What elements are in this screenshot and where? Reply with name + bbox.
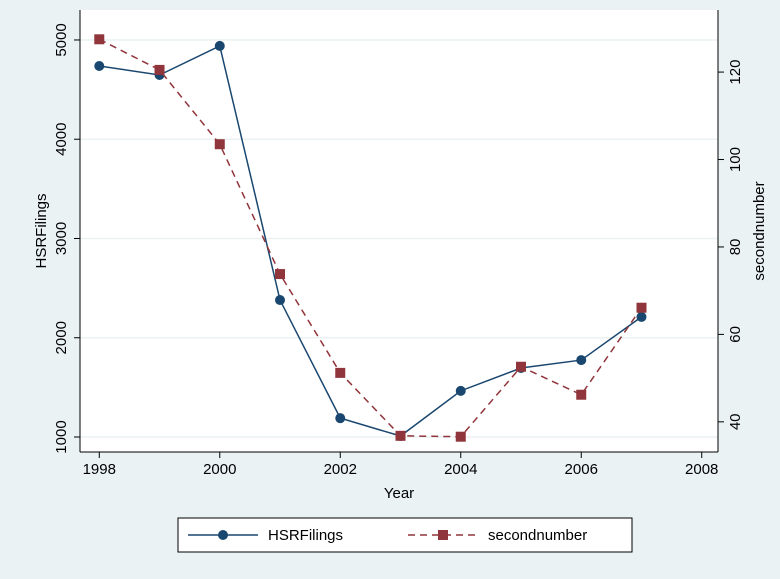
y-tick-label: 2000 — [53, 321, 70, 354]
point — [576, 389, 587, 400]
point — [576, 355, 587, 366]
point — [154, 64, 165, 75]
y2-axis-label: secondnumber — [751, 181, 768, 280]
y-tick-label: 4000 — [53, 123, 70, 156]
plot-area — [80, 10, 718, 452]
point — [395, 430, 406, 441]
x-tick-label: 2004 — [444, 461, 477, 478]
legend-label: HSRFilings — [268, 527, 343, 544]
y2-tick-label: 80 — [727, 239, 744, 256]
legend-marker — [438, 530, 448, 540]
y-tick-label: 3000 — [53, 222, 70, 255]
point — [515, 361, 526, 372]
y2-tick-label: 60 — [727, 326, 744, 343]
point — [94, 60, 105, 71]
legend-marker — [218, 530, 228, 540]
point — [335, 367, 346, 378]
x-tick-label: 2002 — [324, 461, 357, 478]
point — [214, 139, 225, 150]
point — [636, 311, 647, 322]
x-tick-label: 2008 — [685, 461, 718, 478]
legend-label: secondnumber — [488, 527, 587, 544]
y-axis-label: HSRFilings — [33, 193, 50, 268]
point — [275, 295, 286, 306]
series-line — [99, 44, 642, 437]
point — [455, 385, 466, 396]
y-tick-label: 5000 — [53, 23, 70, 56]
y2-tick-label: 100 — [727, 147, 744, 172]
y-tick-label: 1000 — [53, 420, 70, 453]
y2-tick-label: 120 — [727, 60, 744, 85]
x-tick-label: 1998 — [83, 461, 116, 478]
y2-tick-label: 40 — [727, 413, 744, 430]
point — [94, 34, 105, 45]
x-tick-label: 2000 — [203, 461, 236, 478]
point — [636, 302, 647, 313]
x-tick-label: 2006 — [565, 461, 598, 478]
x-axis-label: Year — [384, 485, 414, 502]
point — [335, 413, 346, 424]
point — [275, 269, 286, 280]
point — [214, 40, 225, 51]
point — [455, 431, 466, 442]
